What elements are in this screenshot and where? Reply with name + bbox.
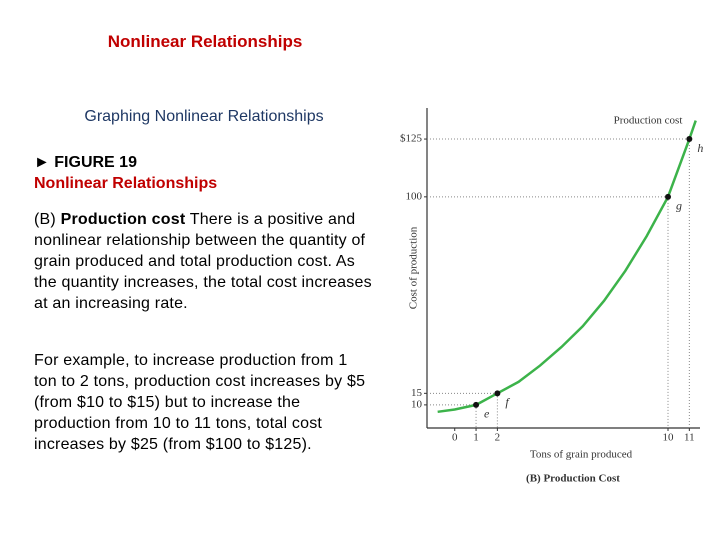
- y-tick-label: 100: [406, 190, 423, 202]
- figure-label: ► FIGURE 19: [34, 154, 137, 171]
- x-axis-title: Tons of grain produced: [530, 449, 633, 461]
- curve: [437, 120, 697, 414]
- point: [473, 401, 480, 408]
- chart-caption: (B) Production Cost: [526, 473, 620, 485]
- x-tick-label: 1: [473, 432, 479, 444]
- bold-term: Production cost: [60, 211, 186, 228]
- chart-title: Production cost: [614, 115, 683, 127]
- figure-heading: ► FIGURE 19 Nonlinear Relationships: [34, 152, 217, 194]
- y-axis-title: Cost of production: [408, 226, 420, 309]
- y-tick-label: 10: [411, 398, 423, 410]
- y-tick-label: $125: [400, 133, 423, 145]
- x-tick-label: 10: [663, 432, 675, 444]
- x-tick-label: 0: [452, 432, 458, 444]
- point: [665, 193, 672, 200]
- paragraph: (B) Production cost There is a positive …: [34, 209, 374, 314]
- text: For example, to increase production from…: [34, 352, 366, 453]
- x-tick-label: 2: [495, 432, 501, 444]
- slide-subtitle: Graphing Nonlinear Relationships: [84, 108, 324, 125]
- lead: (B): [34, 211, 56, 228]
- point: [686, 136, 693, 143]
- point-label: g: [676, 199, 682, 213]
- y-tick-label: 15: [411, 387, 423, 399]
- paragraph: For example, to increase production from…: [34, 350, 374, 455]
- x-tick-label: 11: [684, 432, 695, 444]
- point: [494, 390, 501, 397]
- point-label: h: [697, 141, 703, 155]
- text: There is a positive and nonlinear relati…: [34, 211, 372, 312]
- slide-title: Nonlinear Relationships: [107, 32, 303, 51]
- point-label: f: [505, 395, 510, 409]
- figure-name: Nonlinear Relationships: [34, 175, 218, 192]
- point-label: e: [484, 407, 490, 421]
